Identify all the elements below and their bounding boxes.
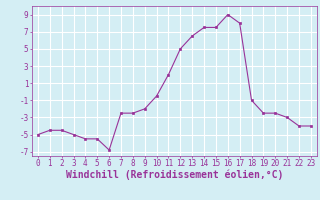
X-axis label: Windchill (Refroidissement éolien,°C): Windchill (Refroidissement éolien,°C): [66, 170, 283, 180]
